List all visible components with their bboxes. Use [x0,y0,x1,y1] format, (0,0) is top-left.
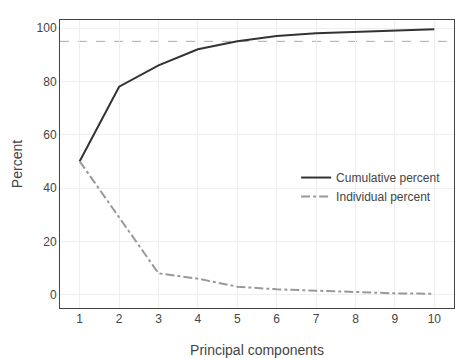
svg-text:9: 9 [392,312,399,326]
svg-text:0: 0 [50,288,57,302]
svg-text:1: 1 [76,312,83,326]
svg-text:5: 5 [234,312,241,326]
svg-text:8: 8 [352,312,359,326]
svg-text:2: 2 [116,312,123,326]
svg-text:10: 10 [428,312,442,326]
svg-text:Percent: Percent [9,140,25,188]
svg-text:40: 40 [43,181,57,195]
svg-text:Principal components: Principal components [190,342,324,358]
svg-text:60: 60 [43,128,57,142]
svg-text:100: 100 [37,21,57,35]
svg-text:3: 3 [155,312,162,326]
svg-text:Individual percent: Individual percent [336,190,431,204]
svg-text:4: 4 [195,312,202,326]
svg-text:7: 7 [313,312,320,326]
svg-text:80: 80 [43,75,57,89]
svg-text:20: 20 [43,235,57,249]
svg-text:Cumulative percent: Cumulative percent [336,171,440,185]
svg-text:6: 6 [273,312,280,326]
